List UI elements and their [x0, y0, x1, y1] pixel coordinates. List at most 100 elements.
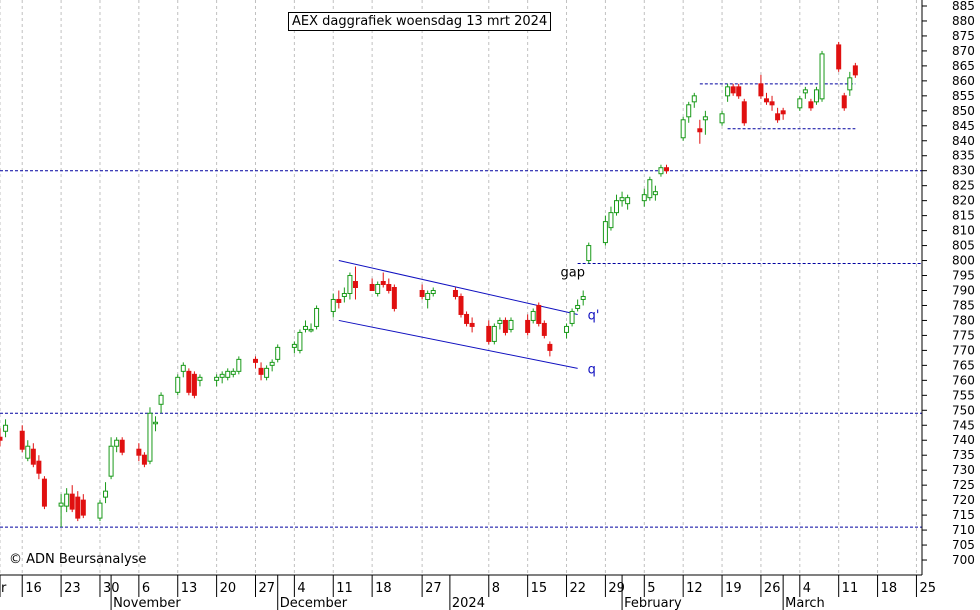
candle-body	[541, 322, 547, 336]
x-tick-label: 18	[881, 581, 898, 596]
candle-up	[108, 437, 114, 480]
candle-up	[497, 317, 503, 330]
candle-up	[341, 287, 347, 303]
y-tick-label: 705	[952, 538, 975, 552]
candle-down	[336, 290, 342, 309]
candle-down	[736, 83, 742, 99]
candle-body	[80, 499, 86, 516]
candle-down	[419, 284, 425, 300]
candle-up	[641, 188, 647, 207]
y-tick-label: 755	[952, 388, 975, 402]
candle-up	[647, 176, 653, 201]
candle-down	[452, 287, 458, 300]
y-tick-label: 855	[952, 89, 975, 103]
candle-body	[264, 367, 270, 378]
y-tick-label: 845	[952, 119, 975, 133]
candle-down	[697, 119, 703, 144]
candle-body	[352, 281, 358, 288]
candle-body	[775, 113, 781, 121]
x-tick-label: 25	[919, 581, 936, 596]
candle-up	[25, 440, 31, 462]
candle-up	[153, 416, 159, 432]
candle-body	[769, 101, 775, 106]
y-tick-label: 765	[952, 358, 975, 372]
candle-body	[425, 292, 431, 300]
candle-down	[525, 314, 531, 336]
candle-body	[430, 289, 436, 294]
candle-up	[103, 482, 109, 504]
candle-up	[614, 194, 620, 216]
candle-down	[30, 443, 36, 468]
candle-body	[836, 44, 842, 70]
candle-up	[330, 293, 336, 318]
candle-down	[464, 311, 470, 327]
x-tick-label: 26	[764, 581, 781, 596]
trend-line-label: q'	[588, 308, 600, 323]
candle-down	[41, 476, 47, 510]
candle-body	[458, 295, 464, 315]
candle-down	[780, 107, 786, 120]
y-tick-label: 790	[952, 283, 975, 297]
candle-body	[75, 496, 81, 519]
y-tick-label: 740	[952, 433, 975, 447]
x-tick-label: 15	[531, 581, 548, 596]
candle-up	[625, 194, 631, 210]
annotation-text: gap	[561, 266, 585, 281]
candle-up	[180, 362, 186, 378]
y-tick-label: 825	[952, 179, 975, 193]
candle-body	[564, 325, 570, 333]
candle-up	[314, 305, 320, 330]
y-tick-label: 725	[952, 478, 975, 492]
candle-body	[419, 289, 425, 297]
candle-body	[691, 95, 697, 103]
candle-body	[341, 292, 347, 297]
x-tick-label: 22	[570, 581, 587, 596]
candle-up	[813, 86, 819, 105]
candle-up	[430, 287, 436, 297]
candle-body	[291, 343, 297, 348]
candle-body	[64, 493, 70, 507]
candle-body	[486, 325, 492, 342]
candle-down	[458, 293, 464, 318]
candle-body	[780, 110, 786, 115]
candle-down	[763, 92, 769, 105]
candle-up	[425, 290, 431, 309]
candle-body	[236, 358, 242, 372]
candle-body	[491, 325, 497, 342]
y-tick-label: 700	[952, 553, 975, 567]
candle-down	[836, 41, 842, 72]
candle-down	[0, 428, 3, 447]
candle-up	[147, 407, 153, 465]
candle-body	[619, 197, 625, 202]
candle-body	[141, 454, 147, 465]
candle-down	[69, 485, 75, 513]
candle-up	[564, 323, 570, 339]
x-tick-label: 23	[64, 581, 81, 596]
candle-up	[819, 50, 825, 102]
candle-up	[652, 185, 658, 201]
y-tick-label: 850	[952, 104, 975, 118]
candle-body	[797, 98, 803, 109]
candle-body	[336, 298, 342, 303]
candle-body	[0, 436, 3, 441]
y-tick-label: 710	[952, 523, 975, 537]
candle-body	[114, 439, 120, 447]
x-tick-label: 5	[647, 581, 655, 596]
candle-body	[575, 304, 581, 309]
y-tick-label: 785	[952, 298, 975, 312]
x-tick-label: 11	[336, 581, 353, 596]
x-tick-label: 4	[803, 581, 811, 596]
candle-up	[725, 83, 731, 102]
candle-body	[569, 310, 575, 324]
candle-body	[230, 370, 236, 375]
candle-up	[680, 116, 686, 141]
candle-down	[369, 278, 375, 291]
candle-body	[330, 298, 336, 312]
candle-up	[264, 365, 270, 381]
month-label: November	[113, 596, 181, 610]
candle-up	[297, 329, 303, 354]
x-tick-label: 8	[492, 581, 500, 596]
candle-up	[3, 419, 9, 438]
candle-up	[491, 323, 497, 345]
